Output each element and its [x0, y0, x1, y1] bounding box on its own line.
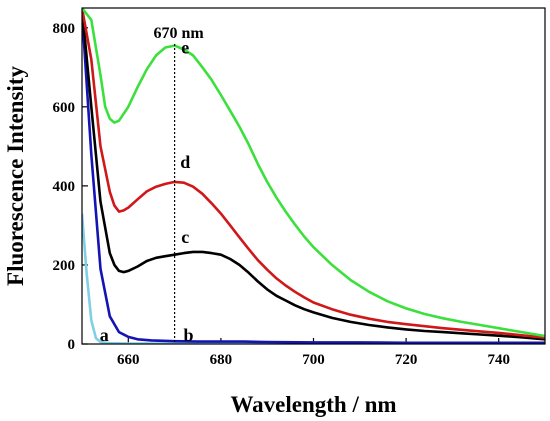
- y-tick-label: 200: [53, 258, 76, 274]
- curve-label-e: e: [181, 37, 189, 57]
- series-line-d: [82, 8, 545, 339]
- plot-frame: [81, 7, 546, 345]
- series-line-b: [82, 11, 545, 344]
- y-tick-label: 600: [53, 100, 76, 116]
- x-tick-label: 680: [210, 352, 233, 368]
- 670nm-annotation: 670 nm: [153, 25, 204, 42]
- ticks-layer: 660 680 700 720 740 0 200 400 600 800: [53, 21, 510, 368]
- y-tick-label: 800: [53, 21, 76, 37]
- series-line-c: [82, 8, 545, 341]
- curve-label-a: a: [100, 325, 109, 345]
- x-axis-title: Wavelength / nm: [230, 392, 396, 417]
- series-line-e: [82, 8, 545, 338]
- x-tick-label: 740: [487, 352, 510, 368]
- curve-label-d: d: [180, 152, 190, 172]
- curve-labels-layer: a b c d e: [100, 37, 194, 344]
- x-tick-label: 660: [117, 352, 140, 368]
- x-tick-label: 700: [302, 352, 325, 368]
- y-tick-label: 0: [68, 337, 76, 353]
- y-axis-title: Fluorescence Intensity: [3, 66, 28, 286]
- x-tick-label: 720: [395, 352, 418, 368]
- curve-label-b: b: [183, 325, 193, 345]
- y-tick-label: 400: [53, 179, 76, 195]
- series-layer: [82, 8, 545, 344]
- curve-label-c: c: [181, 227, 189, 247]
